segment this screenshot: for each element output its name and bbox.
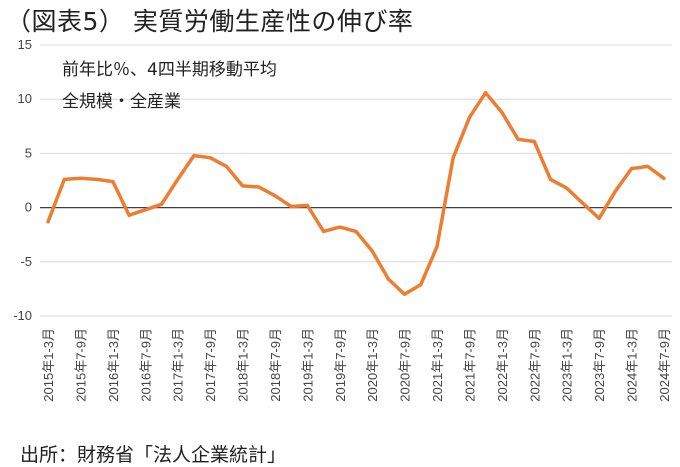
x-tick-label: 2018年1-3月: [236, 328, 251, 402]
data-point: [451, 156, 455, 160]
annotation-measure: 前年比％、4四半期移動平均: [62, 60, 277, 80]
y-tick-label: 15: [18, 37, 32, 52]
data-point: [403, 292, 407, 296]
series-line: [46, 90, 666, 297]
data-point: [46, 220, 50, 224]
chart-title: （図表5） 実質労働生産性の伸び率: [6, 7, 414, 36]
x-tick-label: 2019年1-3月: [300, 328, 315, 402]
data-point: [224, 164, 228, 169]
series-productivity-growth: [46, 90, 666, 297]
y-tick-label: -5: [20, 254, 32, 269]
data-point: [435, 245, 439, 249]
data-point: [565, 186, 569, 190]
data-point: [629, 166, 634, 171]
data-point: [500, 110, 504, 114]
x-tick-label: 2019年7-9月: [333, 328, 348, 402]
y-tick-label: -10: [13, 308, 32, 323]
x-tick-label: 2017年7-9月: [203, 328, 218, 402]
y-axis-tick-labels: -10 -5 0 5 10 15: [13, 37, 32, 323]
data-point: [289, 204, 293, 209]
data-point: [516, 137, 520, 141]
x-tick-label: 2017年1-3月: [171, 328, 186, 402]
x-tick-label: 2021年1-3月: [430, 328, 445, 402]
data-point: [484, 91, 488, 95]
data-point: [548, 177, 553, 182]
x-tick-label: 2024年1-3月: [624, 328, 639, 402]
x-tick-label: 2016年1-3月: [106, 328, 121, 402]
data-point: [240, 184, 245, 188]
data-point: [176, 177, 180, 182]
gridlines: [40, 44, 672, 317]
x-tick-label: 2015年7-9月: [74, 328, 89, 402]
x-tick-label: 2022年7-9月: [527, 328, 542, 402]
data-point: [62, 177, 66, 182]
x-tick-label: 2024年7-9月: [657, 328, 672, 402]
data-point: [662, 176, 666, 180]
y-tick-label: 5: [25, 145, 32, 160]
y-tick-label: 10: [18, 91, 32, 106]
data-point: [192, 153, 196, 158]
source-note: 出所：財務省「法人企業統計」: [20, 444, 287, 466]
data-point: [95, 177, 99, 182]
data-point: [419, 282, 423, 287]
data-point: [159, 202, 164, 206]
x-tick-label: 2023年7-9月: [592, 328, 607, 402]
data-point: [273, 194, 277, 198]
x-tick-label: 2021年7-9月: [462, 328, 477, 402]
x-tick-label: 2016年7-9月: [138, 328, 153, 402]
y-tick-label: 0: [25, 200, 32, 215]
data-point: [305, 203, 309, 208]
data-point: [208, 156, 212, 160]
x-axis-tick-labels: 2015年1-3月 2015年7-9月 2016年1-3月 2016年7-9月 2017…: [41, 328, 672, 402]
data-point: [111, 179, 115, 184]
data-point: [613, 189, 617, 193]
data-point: [467, 116, 472, 120]
x-tick-label: 2020年1-3月: [365, 328, 380, 402]
data-point: [597, 216, 601, 221]
annotation-scope: 全規模・全産業: [62, 92, 181, 112]
x-tick-label: 2023年1-3月: [560, 328, 575, 402]
x-tick-label: 2018年7-9月: [268, 328, 283, 402]
x-tick-label: 2020年7-9月: [398, 328, 413, 402]
data-point: [370, 249, 374, 253]
x-tick-label: 2022年1-3月: [495, 328, 510, 402]
data-point: [321, 229, 326, 234]
data-point: [78, 176, 83, 180]
data-point: [257, 185, 261, 189]
data-point: [143, 208, 147, 212]
data-point: [338, 225, 342, 229]
data-point: [354, 229, 358, 234]
data-point: [581, 201, 585, 205]
data-point: [646, 164, 650, 169]
data-point: [532, 139, 536, 144]
x-tick-label: 2015年1-3月: [41, 328, 56, 402]
data-point: [386, 277, 391, 281]
data-point: [127, 213, 131, 217]
